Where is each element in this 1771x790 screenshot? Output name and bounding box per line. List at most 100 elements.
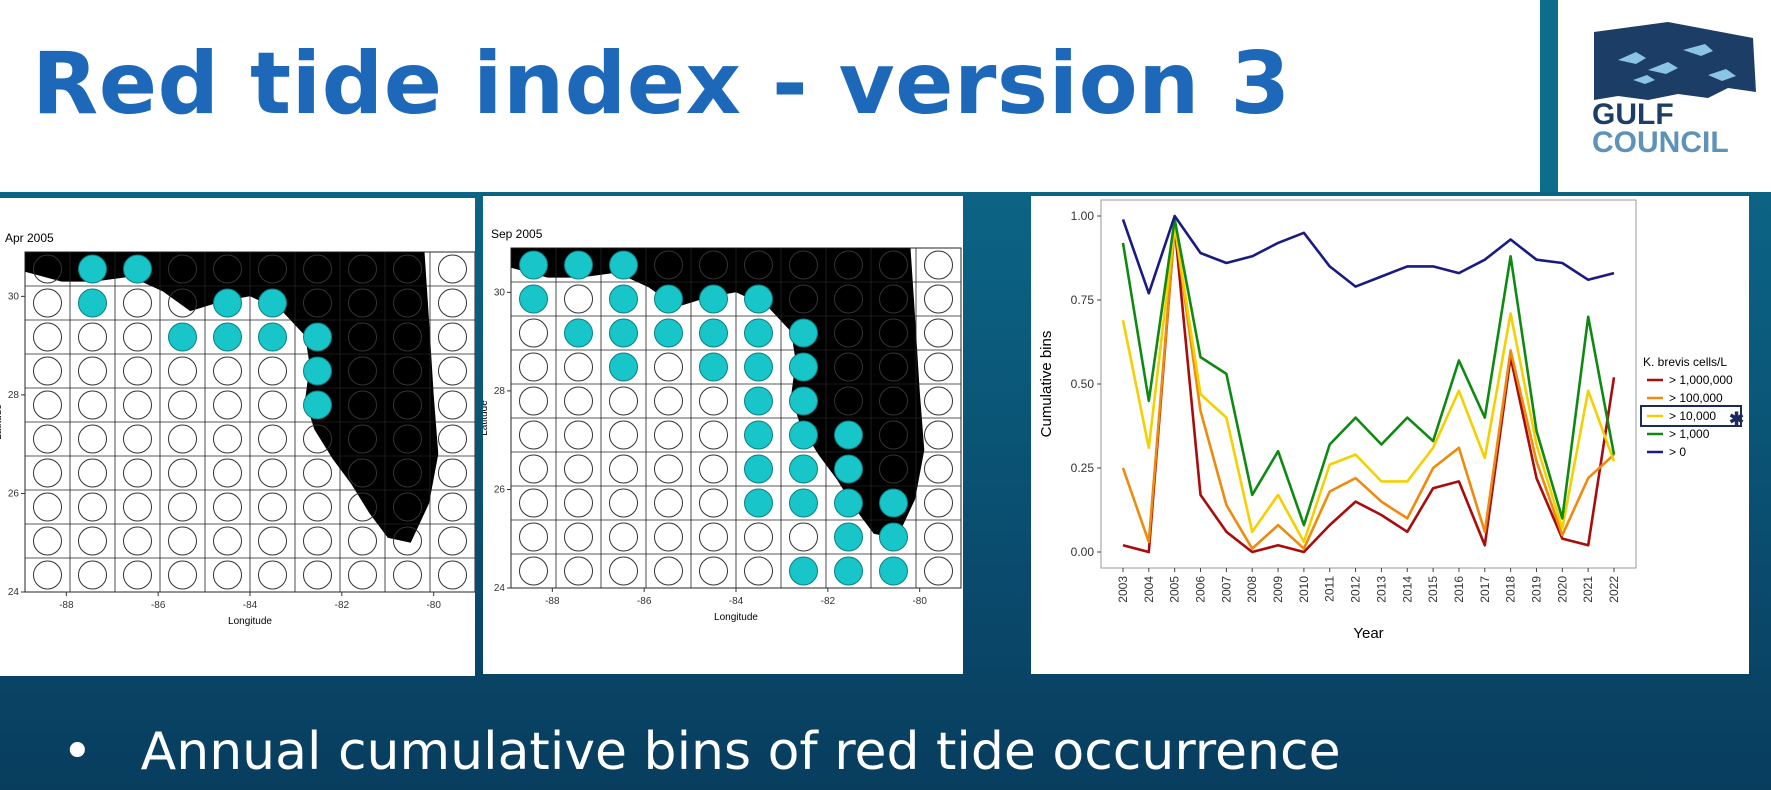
bin-empty: [168, 288, 197, 318]
bin-empty: [609, 522, 638, 552]
bin-empty: [744, 556, 773, 586]
bin-empty: [924, 454, 953, 484]
legend-label: > 1,000: [1669, 427, 1710, 441]
bin-empty: [699, 454, 728, 484]
map-x-tick-label: -86: [637, 596, 652, 607]
bin-empty: [519, 386, 548, 416]
bin-empty: [609, 386, 638, 416]
bin-empty: [879, 250, 908, 280]
series-line: [1121, 218, 1616, 527]
bin-empty: [438, 424, 467, 454]
bin-empty: [654, 556, 683, 586]
bin-filled: [699, 284, 728, 314]
bin-empty: [609, 454, 638, 484]
logo-text-gulf: GULF: [1592, 98, 1674, 131]
series-line: [1122, 224, 1616, 554]
bin-empty: [564, 284, 593, 314]
map-y-tick-label: 30: [494, 287, 506, 298]
bin-empty: [393, 424, 422, 454]
bin-empty: [438, 254, 467, 284]
logo-divider: [1540, 0, 1558, 192]
bin-empty: [924, 284, 953, 314]
bin-empty: [33, 254, 62, 284]
x-tick-label: 2015: [1426, 576, 1440, 603]
bin-empty: [303, 492, 332, 522]
map-panel-apr: Apr 2005 Longitude Latitude -88 -86 -84 -82 -80…: [0, 198, 476, 676]
map-x-axis-label: Longitude: [228, 616, 272, 627]
bin-filled: [789, 386, 818, 416]
slide-title: Red tide index - version 3: [32, 34, 1291, 134]
bin-filled: [744, 420, 773, 450]
bin-empty: [924, 386, 953, 416]
bin-empty: [654, 250, 683, 280]
bin-empty: [438, 356, 467, 386]
bin-empty: [609, 556, 638, 586]
bin-empty: [33, 356, 62, 386]
bin-empty: [654, 386, 683, 416]
bin-empty: [258, 390, 287, 420]
bin-empty: [348, 254, 377, 284]
bin-empty: [348, 424, 377, 454]
map-y-tick-label: 28: [494, 386, 506, 397]
bin-empty: [168, 492, 197, 522]
map-title: Sep 2005: [491, 227, 543, 241]
bin-empty: [654, 488, 683, 518]
map-panel-sep: Sep 2005 Longitude Latitude -88 -86 -84 -82 -80…: [479, 196, 963, 674]
bin-empty: [168, 424, 197, 454]
x-tick-label: 2007: [1219, 576, 1233, 603]
bin-empty: [303, 560, 332, 590]
y-tick-label: 1.00: [1071, 209, 1095, 223]
bin-empty: [78, 424, 107, 454]
bin-empty: [78, 560, 107, 590]
bin-empty: [654, 454, 683, 484]
logo-map-shape: [1594, 22, 1756, 100]
bin-filled: [879, 488, 908, 518]
bin-empty: [393, 356, 422, 386]
bin-empty: [78, 390, 107, 420]
map-x-tick-label: -84: [243, 600, 258, 611]
bin-empty: [33, 288, 62, 318]
bin-empty: [168, 526, 197, 556]
x-tick-label: 2011: [1323, 576, 1337, 602]
bin-filled: [744, 454, 773, 484]
bin-empty: [33, 526, 62, 556]
bin-empty: [564, 454, 593, 484]
bin-filled: [213, 288, 242, 318]
bin-filled: [609, 284, 638, 314]
bin-empty: [609, 488, 638, 518]
x-tick-label: 2009: [1271, 576, 1285, 603]
logo-fish-shapes: [1618, 44, 1736, 84]
y-axis-label: Cumulative bins: [1038, 331, 1055, 438]
bin-filled: [303, 390, 332, 420]
bin-empty: [213, 492, 242, 522]
bin-empty: [258, 560, 287, 590]
bin-empty: [123, 492, 152, 522]
bin-empty: [924, 352, 953, 382]
legend-title: K. brevis cells/L: [1643, 355, 1727, 369]
map-y-tick-label: 30: [8, 291, 20, 302]
bin-empty: [438, 560, 467, 590]
bin-empty: [33, 322, 62, 352]
bin-empty: [213, 424, 242, 454]
title-bar: Red tide index - version 3: [0, 0, 1540, 192]
map-y-tick-label: 28: [8, 390, 20, 401]
bin-empty: [393, 322, 422, 352]
legend-highlight-box: [1640, 405, 1742, 427]
map-x-tick-label: -82: [821, 596, 836, 607]
bin-empty: [303, 424, 332, 454]
bin-empty: [699, 420, 728, 450]
bin-filled: [609, 250, 638, 280]
florida-land: [25, 252, 439, 543]
bin-empty: [924, 420, 953, 450]
bin-filled: [789, 454, 818, 484]
y-tick-label: 0.00: [1071, 545, 1095, 559]
bin-empty: [168, 254, 197, 284]
bin-empty: [879, 454, 908, 484]
bin-empty: [258, 458, 287, 488]
bin-empty: [33, 390, 62, 420]
bin-filled: [303, 322, 332, 352]
bin-map-sep: Sep 2005 Longitude Latitude -88 -86 -84 -82 -80…: [479, 227, 962, 623]
y-tick-label: 0.25: [1071, 461, 1095, 475]
x-axis-label: Year: [1353, 625, 1383, 642]
bin-empty: [393, 390, 422, 420]
